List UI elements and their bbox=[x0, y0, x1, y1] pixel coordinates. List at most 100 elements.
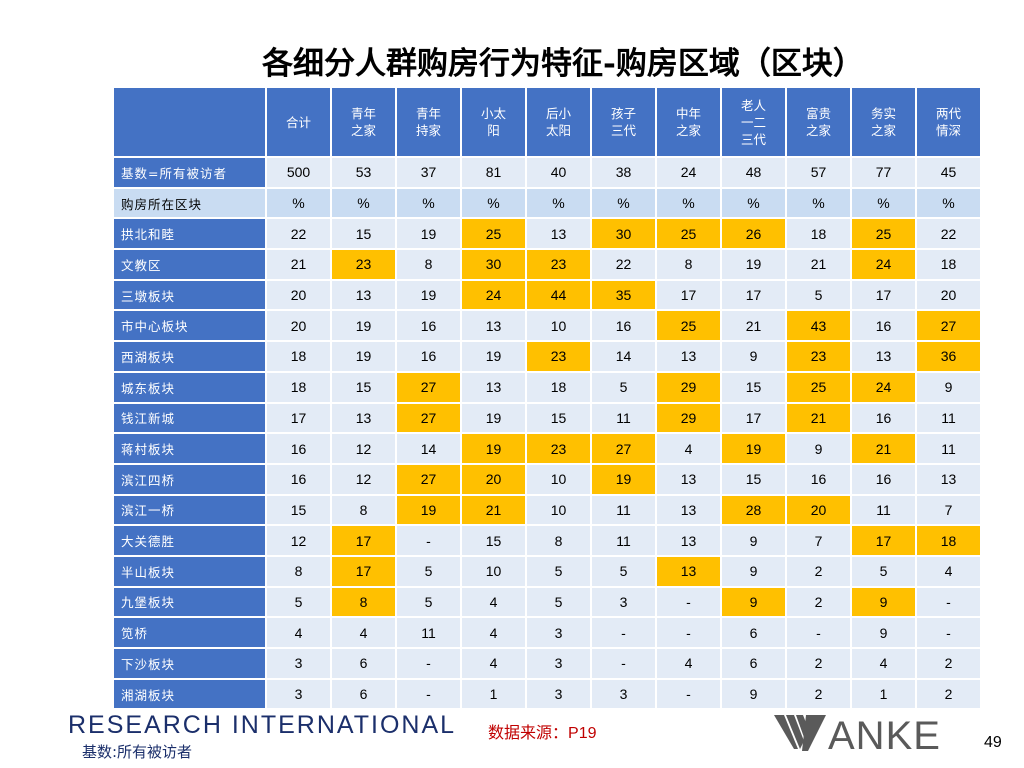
data-cell: 53 bbox=[330, 156, 397, 189]
data-cell: 9 bbox=[785, 432, 852, 465]
svg-text:ANKE: ANKE bbox=[828, 714, 941, 757]
highlighted-cell: 30 bbox=[460, 248, 527, 281]
data-cell: 20 bbox=[265, 278, 332, 312]
data-cell: 5 bbox=[265, 585, 332, 619]
highlighted-cell: 18 bbox=[915, 524, 982, 557]
row-label: 大关德胜 bbox=[112, 524, 267, 557]
data-cell: 7 bbox=[785, 524, 852, 557]
data-cell: 13 bbox=[915, 462, 982, 496]
table-row: 滨江四桥 16 12 27 20 10 19 13 15 16 16 13 bbox=[112, 462, 982, 496]
table-row: 市中心板块 20 19 16 13 10 16 25 21 43 16 27 bbox=[112, 309, 982, 343]
data-cell: 9 bbox=[915, 370, 982, 404]
row-label: 蒋村板块 bbox=[112, 432, 267, 465]
data-cell: 21 bbox=[265, 248, 332, 281]
highlighted-cell: 36 bbox=[915, 340, 982, 373]
data-cell: % bbox=[265, 186, 332, 220]
column-header: 孩子 三代 bbox=[590, 86, 657, 158]
data-cell: 20 bbox=[915, 278, 982, 312]
highlighted-cell: 27 bbox=[915, 309, 982, 343]
row-label: 市中心板块 bbox=[112, 309, 267, 343]
data-cell: 18 bbox=[265, 340, 332, 373]
data-cell: 5 bbox=[590, 370, 657, 404]
data-cell: 4 bbox=[265, 616, 332, 649]
highlighted-cell: 24 bbox=[850, 248, 917, 281]
data-cell: 15 bbox=[330, 370, 397, 404]
highlighted-cell: 23 bbox=[525, 248, 592, 281]
column-header: 老人 一二 三代 bbox=[720, 86, 787, 158]
data-cell: 6 bbox=[330, 677, 397, 711]
highlighted-cell: 23 bbox=[525, 432, 592, 465]
data-cell: % bbox=[785, 186, 852, 220]
data-cell: 11 bbox=[850, 493, 917, 527]
highlighted-cell: 28 bbox=[720, 493, 787, 527]
highlighted-cell: 27 bbox=[395, 462, 462, 496]
row-label: 滨江四桥 bbox=[112, 462, 267, 496]
data-cell: 22 bbox=[590, 248, 657, 281]
data-cell: 18 bbox=[265, 370, 332, 404]
data-cell: - bbox=[915, 616, 982, 649]
highlighted-cell: 24 bbox=[460, 278, 527, 312]
data-cell: 1 bbox=[460, 677, 527, 711]
data-cell: % bbox=[330, 186, 397, 220]
highlighted-cell: 21 bbox=[785, 401, 852, 435]
data-cell: 15 bbox=[265, 493, 332, 527]
highlighted-cell: 24 bbox=[850, 370, 917, 404]
data-cell: 38 bbox=[590, 156, 657, 189]
data-cell: 15 bbox=[720, 370, 787, 404]
highlighted-cell: 21 bbox=[850, 432, 917, 465]
table-row: 购房所在区块%%%%%%%%%%% bbox=[112, 186, 982, 220]
data-cell: 21 bbox=[720, 309, 787, 343]
data-cell: % bbox=[915, 186, 982, 220]
row-label: 下沙板块 bbox=[112, 647, 267, 680]
table-row: 大关德胜 12 17-15 8 11 13 9 7 17 18 bbox=[112, 524, 982, 557]
source-page: P19 bbox=[568, 725, 597, 742]
data-cell: 1 bbox=[850, 677, 917, 711]
data-cell: 14 bbox=[590, 340, 657, 373]
data-cell: 16 bbox=[590, 309, 657, 343]
highlighted-cell: 30 bbox=[590, 217, 657, 251]
row-label: 湘湖板块 bbox=[112, 677, 267, 711]
data-cell: 5 bbox=[395, 585, 462, 619]
highlighted-cell: 17 bbox=[330, 554, 397, 588]
highlighted-cell: 17 bbox=[850, 524, 917, 557]
highlighted-cell: 23 bbox=[525, 340, 592, 373]
data-cell: 2 bbox=[915, 677, 982, 711]
data-cell: 5 bbox=[590, 554, 657, 588]
data-cell: 2 bbox=[785, 677, 852, 711]
data-cell: 11 bbox=[395, 616, 462, 649]
data-cell: 8 bbox=[265, 554, 332, 588]
data-cell: 13 bbox=[330, 278, 397, 312]
highlighted-cell: 8 bbox=[330, 585, 397, 619]
row-label: 基数=所有被访者 bbox=[112, 156, 267, 189]
table-row: 拱北和睦 22 15 19 25 13 30 25 26 18 25 22 bbox=[112, 217, 982, 251]
header-corner-cell bbox=[112, 86, 267, 158]
data-cell: - bbox=[655, 677, 722, 711]
data-cell: 57 bbox=[785, 156, 852, 189]
highlighted-cell: 25 bbox=[785, 370, 852, 404]
data-cell: 45 bbox=[915, 156, 982, 189]
table-row: 基数=所有被访者 500 53 37 81 40 38 24 48 57 77 45 bbox=[112, 156, 982, 189]
table-row: 西湖板块 18 19 16 19 23 14 13 9 23 13 36 bbox=[112, 340, 982, 373]
data-cell: 4 bbox=[330, 616, 397, 649]
table-row: 蒋村板块 16 12 14 19 23 27 4 19 9 21 11 bbox=[112, 432, 982, 465]
row-label: 笕桥 bbox=[112, 616, 267, 649]
data-cell: 40 bbox=[525, 156, 592, 189]
data-cell: 19 bbox=[460, 401, 527, 435]
data-cell: 15 bbox=[525, 401, 592, 435]
data-cell: % bbox=[525, 186, 592, 220]
data-cell: 15 bbox=[460, 524, 527, 557]
column-header: 富贵 之家 bbox=[785, 86, 852, 158]
data-cell: - bbox=[395, 524, 462, 557]
data-cell: 13 bbox=[655, 493, 722, 527]
data-cell: 11 bbox=[590, 493, 657, 527]
row-label: 三墩板块 bbox=[112, 278, 267, 312]
data-cell: 3 bbox=[525, 647, 592, 680]
data-cell: 16 bbox=[850, 401, 917, 435]
highlighted-cell: 19 bbox=[590, 462, 657, 496]
data-cell: - bbox=[785, 616, 852, 649]
data-cell: 2 bbox=[785, 647, 852, 680]
segment-region-table: 合计 青年 之家 青年 持家 小太阳后小 太阳 孩子 三代 中年 之家 老人 一二 三代 富贵 之家 务实 之家两… bbox=[112, 86, 982, 711]
row-label: 九堡板块 bbox=[112, 585, 267, 619]
data-cell: 19 bbox=[720, 248, 787, 281]
data-cell: 4 bbox=[850, 647, 917, 680]
